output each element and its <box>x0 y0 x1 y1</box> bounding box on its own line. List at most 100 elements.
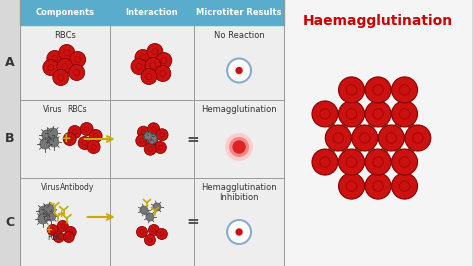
Circle shape <box>147 44 163 60</box>
Circle shape <box>378 125 404 151</box>
Text: RBCs: RBCs <box>67 105 87 114</box>
Circle shape <box>48 128 58 138</box>
Circle shape <box>146 136 158 148</box>
Text: A: A <box>5 56 15 69</box>
Circle shape <box>68 126 81 139</box>
Circle shape <box>225 133 253 161</box>
Text: Components: Components <box>35 8 94 17</box>
Circle shape <box>39 206 49 216</box>
Circle shape <box>338 173 365 199</box>
Circle shape <box>57 221 68 231</box>
Circle shape <box>229 137 249 157</box>
Circle shape <box>63 132 76 146</box>
Circle shape <box>355 123 361 129</box>
Circle shape <box>145 57 161 73</box>
Circle shape <box>362 111 368 117</box>
Circle shape <box>236 229 242 235</box>
Text: Hemagglutination
Inhibition: Hemagglutination Inhibition <box>201 183 277 202</box>
Circle shape <box>136 135 148 147</box>
Circle shape <box>401 171 408 177</box>
Circle shape <box>348 99 355 105</box>
Circle shape <box>156 228 167 239</box>
Circle shape <box>53 69 69 85</box>
Circle shape <box>65 227 76 238</box>
Circle shape <box>388 111 394 117</box>
Text: Interaction: Interaction <box>126 8 178 17</box>
Circle shape <box>49 137 59 147</box>
Text: =: = <box>186 214 199 230</box>
Bar <box>20 0 284 25</box>
Circle shape <box>362 87 368 93</box>
Circle shape <box>78 136 91 149</box>
Text: B: B <box>5 132 15 146</box>
Circle shape <box>38 214 48 224</box>
Circle shape <box>63 231 74 243</box>
Text: Microtiter Results: Microtiter Results <box>196 8 282 17</box>
Circle shape <box>137 227 147 238</box>
Circle shape <box>131 59 147 74</box>
Circle shape <box>395 147 401 153</box>
Circle shape <box>388 183 394 189</box>
Circle shape <box>348 171 355 177</box>
Circle shape <box>388 159 394 165</box>
Circle shape <box>405 125 431 151</box>
Circle shape <box>328 147 335 153</box>
Circle shape <box>382 147 388 153</box>
Text: RBCs: RBCs <box>54 31 76 40</box>
Circle shape <box>388 87 394 93</box>
Circle shape <box>408 123 414 129</box>
Bar <box>284 0 472 266</box>
Circle shape <box>365 149 391 175</box>
Circle shape <box>335 159 341 165</box>
Circle shape <box>137 126 149 138</box>
Circle shape <box>147 123 160 135</box>
Text: +: + <box>57 209 66 219</box>
Circle shape <box>44 204 54 214</box>
Circle shape <box>368 147 374 153</box>
Circle shape <box>312 101 338 127</box>
Circle shape <box>155 142 166 153</box>
Circle shape <box>233 141 245 153</box>
Text: Antibody: Antibody <box>60 183 94 192</box>
Circle shape <box>156 52 172 69</box>
Circle shape <box>227 59 251 82</box>
Circle shape <box>355 147 361 153</box>
Circle shape <box>375 99 381 105</box>
Circle shape <box>147 134 157 144</box>
Circle shape <box>401 135 408 141</box>
Circle shape <box>342 123 348 129</box>
Circle shape <box>145 235 155 246</box>
Circle shape <box>335 111 341 117</box>
Circle shape <box>312 149 338 175</box>
Circle shape <box>395 123 401 129</box>
Text: Haemagglutination: Haemagglutination <box>303 14 453 28</box>
Circle shape <box>146 213 154 221</box>
Circle shape <box>156 129 168 141</box>
Circle shape <box>348 135 355 141</box>
Circle shape <box>338 77 365 103</box>
Text: Virus: Virus <box>41 183 61 192</box>
Text: Hemagglutination: Hemagglutination <box>201 105 277 114</box>
Circle shape <box>375 135 381 141</box>
Circle shape <box>392 101 418 127</box>
Text: C: C <box>5 215 15 228</box>
Circle shape <box>362 159 368 165</box>
Circle shape <box>382 123 388 129</box>
Text: +: + <box>60 132 71 146</box>
Text: No Reaction: No Reaction <box>214 31 264 40</box>
Circle shape <box>392 77 418 103</box>
Circle shape <box>362 183 368 189</box>
Circle shape <box>338 149 365 175</box>
Circle shape <box>342 147 348 153</box>
Circle shape <box>59 44 75 60</box>
Circle shape <box>40 139 50 149</box>
Circle shape <box>87 140 100 153</box>
Circle shape <box>47 51 63 66</box>
Circle shape <box>401 99 408 105</box>
Text: =: = <box>186 131 199 147</box>
Text: Virus: Virus <box>43 105 63 114</box>
Circle shape <box>155 65 171 81</box>
Circle shape <box>408 147 414 153</box>
Circle shape <box>365 77 391 103</box>
Circle shape <box>392 149 418 175</box>
